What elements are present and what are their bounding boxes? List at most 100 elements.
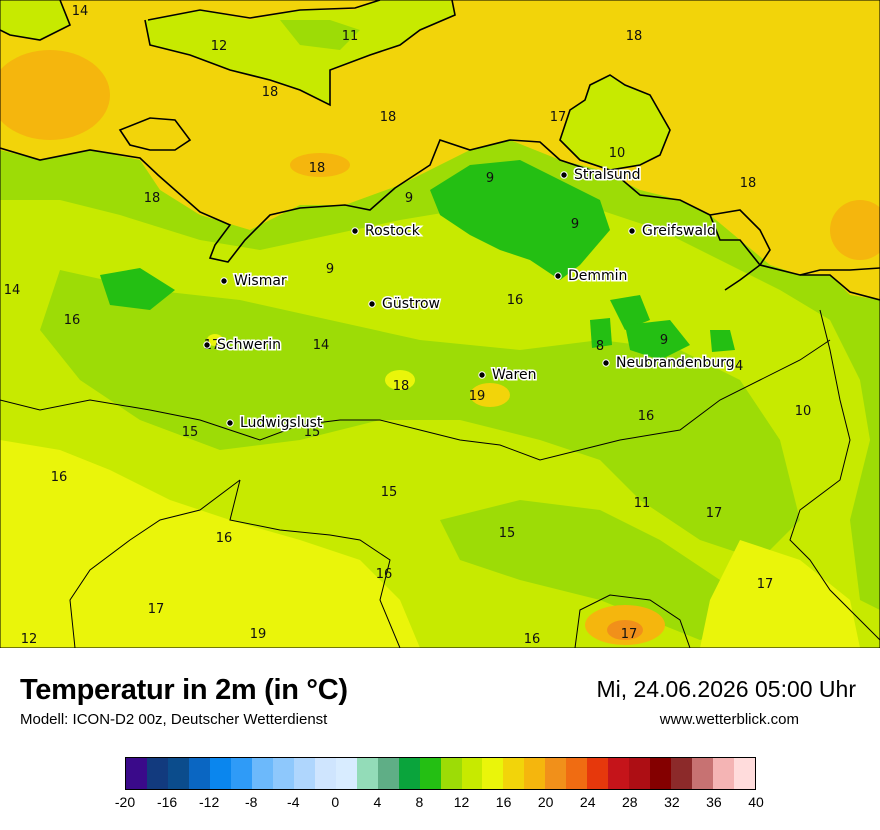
city-dot bbox=[351, 227, 359, 235]
legend-swatch bbox=[440, 758, 462, 789]
temperature-value: 14 bbox=[727, 359, 744, 374]
city-name: Güstrow bbox=[382, 296, 440, 312]
temperature-value: 16 bbox=[638, 409, 655, 424]
legend-swatch bbox=[419, 758, 441, 789]
legend-tick-label: -8 bbox=[244, 794, 258, 810]
city-name: Greifswald bbox=[642, 223, 716, 239]
temperature-value: 17 bbox=[550, 110, 567, 125]
city-dot bbox=[203, 341, 211, 349]
coastline-usedom bbox=[709, 209, 880, 291]
city-dot bbox=[220, 277, 228, 285]
coastline-island bbox=[144, 0, 456, 107]
legend-tick-label: -4 bbox=[287, 794, 300, 810]
warm-sea-patch bbox=[0, 50, 110, 140]
legend-swatch bbox=[146, 758, 168, 789]
city-stralsund[interactable]: Stralsund bbox=[560, 166, 642, 185]
city-name: Waren bbox=[492, 367, 536, 383]
city-dot bbox=[226, 419, 234, 427]
state-border bbox=[789, 309, 880, 641]
website-link[interactable]: www.wetterblick.com bbox=[659, 711, 799, 728]
warm-land-patch bbox=[0, 440, 420, 648]
temperature-value: 9 bbox=[405, 191, 413, 206]
cool-patch bbox=[440, 500, 760, 640]
warm-land-patch bbox=[385, 370, 415, 390]
temperature-value: 17 bbox=[757, 577, 774, 592]
temperature-value: 18 bbox=[393, 379, 410, 394]
legend-tick-label: -12 bbox=[199, 794, 220, 810]
warm-land-patch bbox=[207, 334, 223, 346]
legend-swatch bbox=[608, 758, 630, 789]
cold-patch bbox=[625, 320, 690, 360]
temperature-value: 16 bbox=[216, 531, 233, 546]
state-border bbox=[0, 339, 831, 461]
legend-swatch bbox=[209, 758, 231, 789]
temperature-value: 18 bbox=[626, 29, 643, 44]
island-ruegen bbox=[560, 75, 670, 170]
temperature-value: 15 bbox=[381, 485, 398, 500]
city-waren[interactable]: Waren bbox=[478, 366, 538, 385]
legend-swatch bbox=[251, 758, 273, 789]
legend-swatch bbox=[734, 758, 756, 789]
temperature-labels: 14 12 11 18 18 18 18 17 10 18 18 9 9 9 9 14 16 16 17 14 8 9 18… bbox=[4, 4, 812, 647]
temperature-value: 17 bbox=[621, 627, 638, 642]
legend-tick-label: 32 bbox=[664, 794, 680, 810]
legend-tick-label: 4 bbox=[373, 794, 382, 810]
city-güstrow[interactable]: Güstrow bbox=[368, 295, 441, 314]
city-name: Demmin bbox=[568, 268, 627, 284]
temperature-value: 17 bbox=[148, 602, 165, 617]
city-name: Rostock bbox=[365, 223, 421, 239]
legend-swatch bbox=[377, 758, 399, 789]
temperature-value: 15 bbox=[182, 425, 199, 440]
cold-patch bbox=[610, 295, 650, 330]
legend-tick-label: 40 bbox=[748, 794, 764, 810]
temperature-value: 15 bbox=[499, 526, 516, 541]
temperature-value: 19 bbox=[250, 627, 267, 642]
legend-swatch bbox=[524, 758, 546, 789]
legend-swatch bbox=[503, 758, 525, 789]
legend-swatch bbox=[188, 758, 210, 789]
legend-swatch bbox=[230, 758, 252, 789]
island-falster bbox=[0, 0, 70, 40]
cool-patch bbox=[280, 20, 360, 50]
temperature-value: 10 bbox=[795, 404, 812, 419]
legend-tick-label: 0 bbox=[331, 794, 340, 810]
legend-tick-label: 36 bbox=[706, 794, 722, 810]
warm-land-patch bbox=[607, 620, 643, 640]
state-border bbox=[69, 479, 241, 648]
temperature-value: 9 bbox=[660, 333, 668, 348]
legend-swatch bbox=[335, 758, 357, 789]
temperature-value: 9 bbox=[486, 171, 494, 186]
legend-swatch bbox=[545, 758, 567, 789]
legend-swatch bbox=[167, 758, 189, 789]
island-lolland bbox=[145, 0, 455, 105]
legend-swatch bbox=[126, 758, 147, 789]
city-neubrandenburg[interactable]: Neubrandenburg bbox=[602, 354, 736, 373]
temperature-value: 16 bbox=[64, 313, 81, 328]
legend-tick-label: -16 bbox=[156, 794, 178, 810]
city-schwerin[interactable]: Schwerin bbox=[203, 336, 283, 355]
legend-swatch bbox=[629, 758, 651, 789]
city-ludwigslust[interactable]: Ludwigslust bbox=[226, 414, 324, 433]
legend-swatch bbox=[713, 758, 735, 789]
temperature-value: 9 bbox=[326, 262, 334, 277]
temperature-value: 19 bbox=[469, 389, 486, 404]
legend-swatch bbox=[461, 758, 483, 789]
legend-swatch bbox=[587, 758, 609, 789]
temperature-value: 10 bbox=[609, 146, 626, 161]
city-greifswald[interactable]: Greifswald bbox=[628, 222, 717, 241]
cool-patch bbox=[0, 140, 880, 610]
temperature-value: 14 bbox=[313, 338, 330, 353]
color-legend bbox=[125, 757, 756, 790]
temperature-value: 17 bbox=[706, 506, 723, 521]
city-wismar[interactable]: Wismar bbox=[220, 272, 288, 291]
city-demmin[interactable]: Demmin bbox=[554, 267, 629, 286]
warm-land-patch bbox=[700, 540, 860, 648]
temperature-value: 12 bbox=[211, 39, 228, 54]
footer: Temperatur in 2m (in °C) Modell: ICON-D2… bbox=[0, 648, 880, 830]
legend-swatch bbox=[692, 758, 714, 789]
legend-swatch bbox=[566, 758, 588, 789]
temperature-value: 8 bbox=[596, 339, 604, 354]
city-rostock[interactable]: Rostock bbox=[351, 222, 422, 241]
city-name: Wismar bbox=[234, 273, 287, 289]
model-info: Modell: ICON-D2 00z, Deutscher Wetterdie… bbox=[20, 711, 328, 728]
